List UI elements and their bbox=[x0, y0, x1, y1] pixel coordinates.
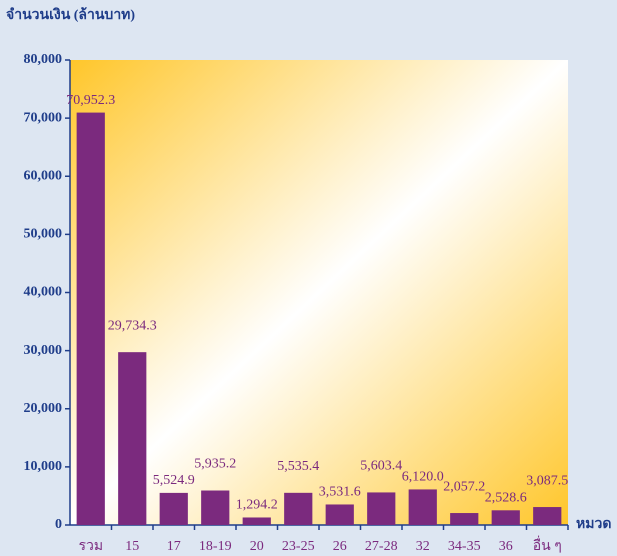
x-axis-label: หมวด bbox=[576, 517, 611, 532]
x-tick-label: อื่น ๆ bbox=[533, 536, 562, 554]
value-label: 2,528.6 bbox=[485, 491, 527, 506]
y-tick-label: 10,000 bbox=[24, 459, 63, 474]
x-tick-label: 17 bbox=[167, 539, 181, 554]
value-label: 1,294.2 bbox=[236, 498, 278, 513]
bar bbox=[491, 510, 520, 525]
x-tick-label: 27-28 bbox=[365, 539, 398, 554]
x-tick-label: 20 bbox=[250, 539, 264, 554]
value-label: 3,087.5 bbox=[526, 473, 568, 488]
bar bbox=[367, 492, 396, 525]
value-label: 3,531.6 bbox=[319, 485, 361, 500]
value-label: 29,734.3 bbox=[108, 318, 157, 333]
y-tick-label: 0 bbox=[55, 517, 62, 532]
y-tick-label: 30,000 bbox=[24, 343, 63, 358]
bar bbox=[325, 504, 354, 525]
bar bbox=[408, 489, 437, 525]
x-tick-label: 18-19 bbox=[199, 539, 232, 554]
y-tick-label: 70,000 bbox=[24, 110, 63, 125]
bar bbox=[201, 490, 230, 525]
bar bbox=[242, 517, 271, 525]
x-tick-label: 26 bbox=[333, 539, 347, 554]
value-label: 5,535.4 bbox=[277, 459, 319, 474]
x-tick-label: รวม bbox=[78, 539, 103, 554]
value-label: 5,603.4 bbox=[360, 459, 402, 474]
y-tick-label: 40,000 bbox=[24, 285, 63, 300]
x-tick-label: 32 bbox=[416, 539, 430, 554]
bar bbox=[284, 492, 313, 525]
bar bbox=[118, 352, 147, 525]
value-label: 5,935.2 bbox=[194, 457, 236, 472]
value-label: 70,952.3 bbox=[66, 93, 115, 108]
value-label: 5,524.9 bbox=[153, 473, 195, 488]
x-tick-label: 36 bbox=[499, 539, 513, 554]
y-tick-label: 20,000 bbox=[24, 401, 63, 416]
y-tick-label: 50,000 bbox=[24, 227, 63, 242]
bar bbox=[450, 513, 479, 525]
bar bbox=[533, 507, 562, 525]
x-tick-label: 23-25 bbox=[282, 539, 315, 554]
bar bbox=[159, 492, 188, 525]
plot-area bbox=[70, 60, 568, 525]
bar bbox=[76, 112, 105, 526]
value-label: 6,120.0 bbox=[402, 470, 444, 485]
y-axis-label: จำนวนเงิน (ล้านบาท) bbox=[6, 7, 135, 23]
y-tick-label: 80,000 bbox=[24, 52, 63, 67]
y-tick-label: 60,000 bbox=[24, 168, 63, 183]
x-tick-label: 34-35 bbox=[448, 539, 481, 554]
x-tick-label: 15 bbox=[125, 539, 139, 554]
value-label: 2,057.2 bbox=[443, 479, 485, 494]
